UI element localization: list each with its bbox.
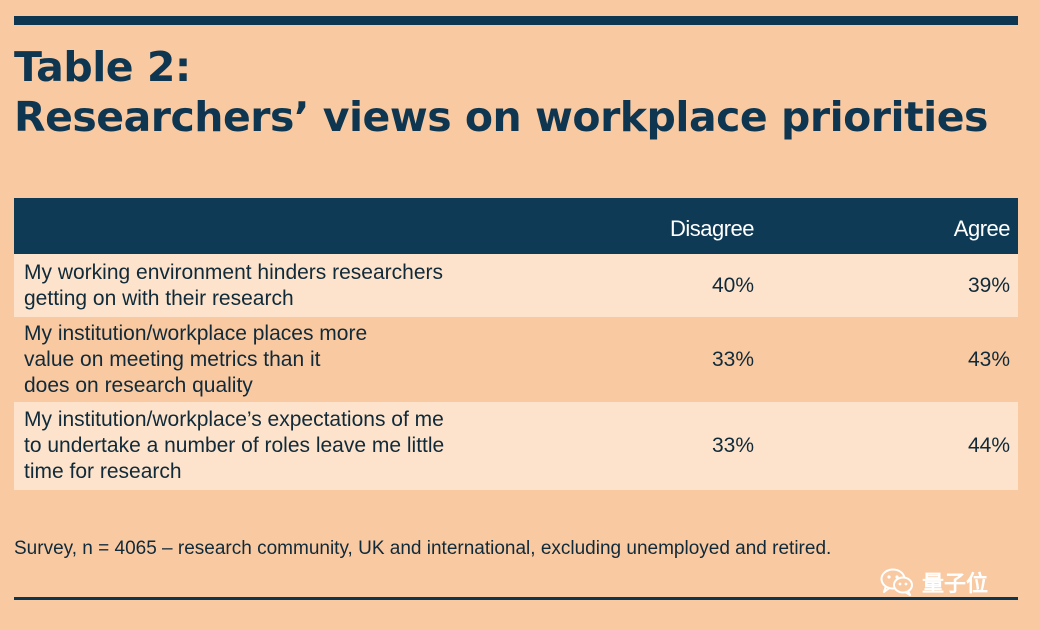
table-header-row: Disagree Agree	[14, 198, 1018, 254]
row-statement: My institution/workplace places more val…	[14, 317, 554, 402]
survey-table: Disagree Agree My working environment hi…	[14, 198, 1018, 490]
row-agree-value: 44%	[764, 402, 1018, 490]
table-row: My institution/workplace’s expectations …	[14, 402, 1018, 490]
top-rule	[14, 16, 1018, 25]
header-statement	[14, 198, 554, 254]
table-title: Table 2: Researchers’ views on workplace…	[14, 42, 988, 142]
row-statement: My working environment hinders researche…	[14, 254, 554, 317]
row-statement: My institution/workplace’s expectations …	[14, 402, 554, 490]
row-agree-value: 43%	[764, 317, 1018, 402]
table-row: My working environment hinders researche…	[14, 254, 1018, 317]
header-disagree: Disagree	[554, 198, 764, 254]
watermark-text: 量子位	[922, 572, 989, 597]
table-row: My institution/workplace places more val…	[14, 317, 1018, 402]
row-disagree-value: 33%	[554, 317, 764, 402]
table-title-line2: Researchers’ views on workplace prioriti…	[14, 93, 988, 141]
row-disagree-value: 40%	[554, 254, 764, 317]
watermark: 量子位	[880, 566, 988, 598]
bottom-rule	[14, 597, 1018, 600]
table-title-line1: Table 2:	[14, 43, 191, 91]
survey-footnote: Survey, n = 4065 – research community, U…	[14, 538, 832, 559]
header-agree: Agree	[764, 198, 1018, 254]
row-disagree-value: 33%	[554, 402, 764, 490]
row-agree-value: 39%	[764, 254, 1018, 317]
wechat-icon	[880, 568, 913, 596]
